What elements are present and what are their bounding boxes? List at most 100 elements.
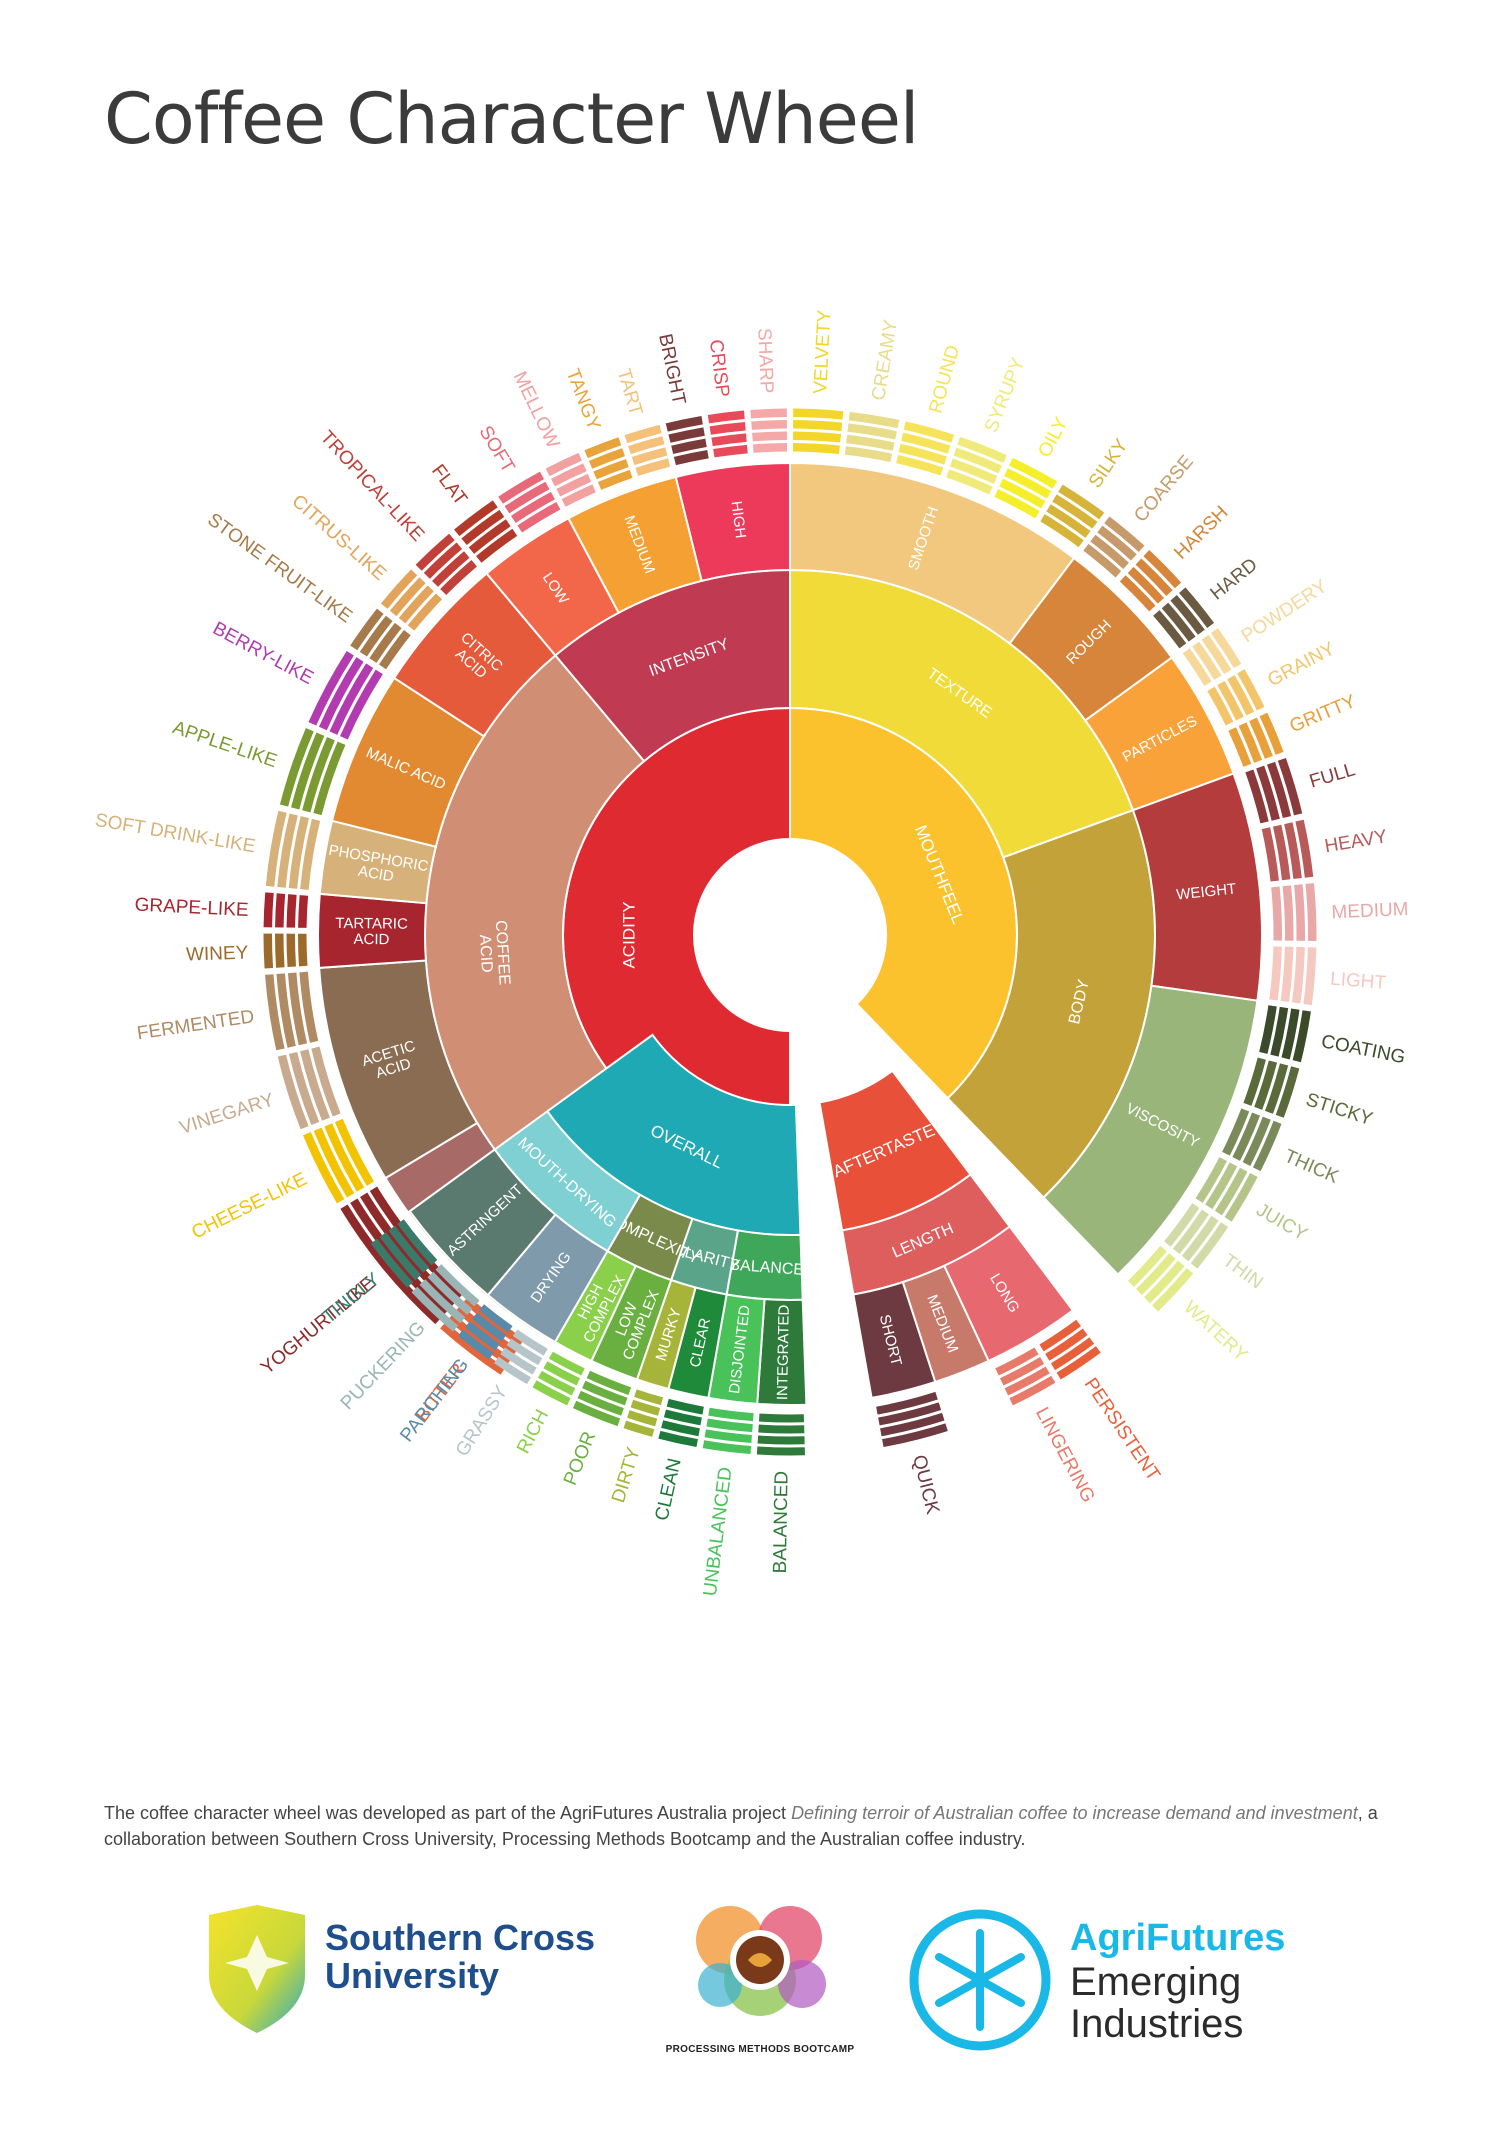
descriptor-ring-bright [671, 438, 707, 454]
agrifutures-logo: AgriFutures Emerging Industries [905, 1905, 1365, 2055]
descriptor-ring-oily [994, 489, 1040, 519]
descriptor-ring-heavy [1272, 824, 1291, 881]
descriptor-ring-unbalanced [706, 1418, 753, 1433]
descriptor-label-balanced: BALANCED [770, 1471, 793, 1574]
descriptor-ring-poor [586, 1370, 632, 1395]
descriptor-ring-parching [457, 1329, 494, 1360]
descriptor-ring-parching [464, 1321, 500, 1351]
descriptor-ring-balanced [758, 1424, 805, 1434]
descriptor-ring-powdery [1192, 641, 1222, 680]
descriptor-ring-bitter [440, 1322, 506, 1375]
descriptor-ring-round [898, 443, 947, 465]
descriptor-ring-gritty [1228, 727, 1252, 767]
descriptor-ring-persistent [1056, 1346, 1101, 1380]
descriptor-ring-stone-fruit-like [369, 622, 402, 663]
agrifutures-brand: AgriFutures [1070, 1917, 1286, 1959]
descriptor-ring-sharp [751, 420, 787, 430]
descriptor-ring-stone-fruit-like [350, 608, 384, 651]
descriptor-label-bright: BRIGHT [654, 332, 689, 407]
descriptor-ring-cheese-like [313, 1127, 355, 1198]
descriptor-label-grassy: GRASSY [452, 1382, 512, 1460]
descriptor-label-velvety: VELVETY [810, 309, 836, 394]
descriptor-ring-tropical-like [432, 551, 470, 587]
descriptor-ring-silky [1052, 494, 1098, 529]
wheel-center [696, 841, 884, 1029]
descriptor-ring-lingering [1000, 1356, 1045, 1386]
descriptor-ring-silky [1040, 514, 1084, 548]
descriptor-label-coarse: COARSE [1130, 451, 1198, 526]
descriptor-ring-lingering [1004, 1366, 1050, 1396]
descriptor-ring-flat [468, 519, 511, 554]
descriptor-ring-persistent [1050, 1337, 1095, 1371]
descriptor-ring-heavy [1284, 822, 1302, 879]
descriptor-ring-velvety [792, 443, 840, 454]
descriptor-label-watery: WATERY [1179, 1297, 1251, 1366]
descriptor-ring-tropical-like [440, 560, 477, 596]
descriptor-ring-heavy [1295, 819, 1314, 878]
descriptor-ring-thin [1181, 1215, 1219, 1262]
descriptor-ring-fermented [299, 971, 319, 1043]
descriptor-ring-juicy [1195, 1157, 1228, 1203]
descriptor-label-quick: QUICK [908, 1453, 943, 1517]
scu-wordmark: Southern Cross University [325, 1919, 595, 1995]
descriptor-ring-round [903, 421, 955, 443]
descriptor-ring-watery [1127, 1245, 1167, 1287]
descriptor-ring-soft-drink-like [300, 818, 321, 890]
descriptor-ring-winey [275, 933, 285, 968]
descriptor-ring-soft-drink-like [288, 816, 309, 889]
descriptor-ring-grape-like [286, 894, 297, 928]
descriptor-ring-sharp [752, 431, 787, 442]
descriptor-ring-heavy [1261, 827, 1279, 882]
descriptor-ring-grainy [1207, 686, 1234, 726]
descriptor-ring-bright [665, 416, 703, 432]
descriptor-ring-cheese-like [324, 1123, 365, 1192]
descriptor-ring-creamy [848, 411, 900, 429]
descriptor-ring-syrupy [957, 436, 1007, 463]
caption-text: The coffee character wheel was developed… [104, 1803, 792, 1823]
descriptor-ring-velvety [793, 420, 843, 432]
descriptor-label-sharp: SHARP [753, 328, 777, 394]
descriptor-ring-tangy [588, 448, 625, 469]
descriptor-label-persistent: PERSISTENT [1080, 1374, 1164, 1485]
descriptor-ring-grassy [500, 1347, 537, 1375]
descriptor-ring-coating [1270, 1006, 1289, 1057]
descriptor-ring-bright [668, 427, 705, 443]
descriptor-ring-mellow [561, 484, 596, 507]
descriptor-label-creamy: CREAMY [868, 318, 902, 402]
descriptor-ring-crisp [711, 433, 747, 447]
descriptor-ring-stone-fruit-like [359, 615, 393, 657]
descriptor-ring-gritty [1238, 722, 1263, 763]
descriptor-ring-tingly [379, 1232, 422, 1281]
descriptor-label-round: ROUND [925, 343, 964, 416]
descriptor-ring-balanced [757, 1435, 805, 1445]
descriptor-ring-mellow [556, 473, 592, 497]
descriptor-label-sticky: STICKY [1303, 1089, 1375, 1130]
coffee-cup-splash-icon [696, 1906, 826, 2016]
descriptor-ring-balanced [758, 1413, 805, 1423]
descriptor-ring-crisp [713, 444, 748, 458]
descriptor-ring-dirty [630, 1399, 661, 1416]
descriptor-ring-quick [882, 1423, 948, 1448]
shield-icon [209, 1905, 305, 2033]
descriptor-ring-balanced [756, 1446, 805, 1456]
descriptor-ring-parching [478, 1304, 513, 1333]
descriptor-label-citrus-like: CITRUS-LIKE [288, 491, 390, 585]
descriptor-ring-medium [1305, 883, 1317, 941]
scu-line2: University [325, 1955, 500, 1996]
descriptor-ring-hard [1170, 594, 1205, 635]
descriptor-ring-citrus-like [398, 585, 434, 624]
descriptor-label-poor: POOR [560, 1429, 600, 1489]
descriptor-ring-soft [498, 471, 545, 504]
descriptor-ring-mellow [545, 452, 582, 477]
descriptor-ring-silky [1058, 484, 1105, 520]
descriptor-ring-poor [572, 1400, 621, 1427]
descriptor-ring-watery [1136, 1253, 1176, 1296]
descriptor-ring-berry-like [340, 669, 383, 740]
descriptor-label-mellow: MELLOW [509, 368, 564, 451]
asterisk-circle-icon [909, 1909, 1051, 2051]
descriptor-label-lingering: LINGERING [1031, 1404, 1099, 1506]
descriptor-ring-persistent [1045, 1328, 1088, 1361]
descriptor-ring-apple-like [291, 732, 325, 810]
descriptor-label-fermented: FERMENTED [136, 1006, 256, 1044]
descriptor-ring-clean [666, 1398, 704, 1415]
